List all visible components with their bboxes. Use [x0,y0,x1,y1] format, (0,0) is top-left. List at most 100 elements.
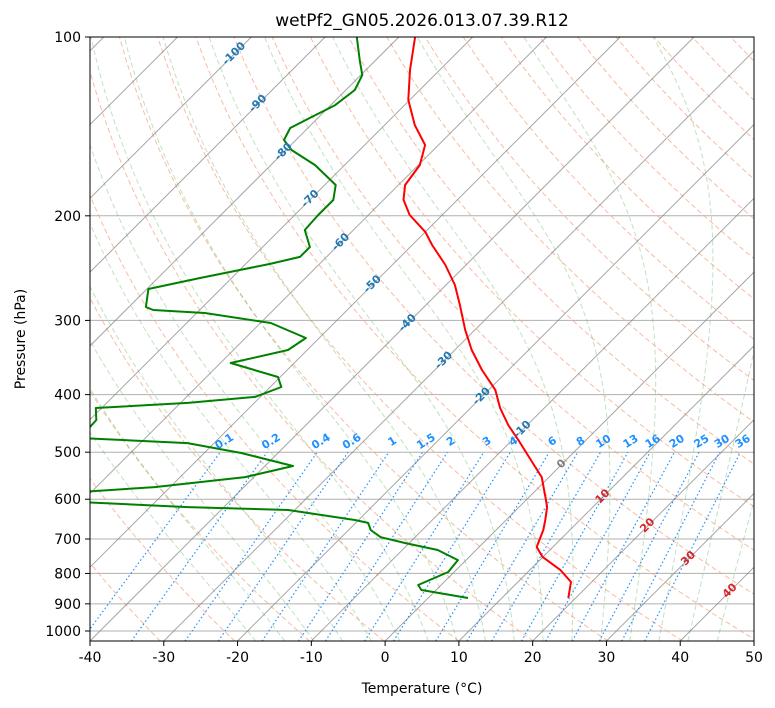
isotherm-line [310,197,754,641]
mixing-ratio-label: 1.5 [414,431,437,452]
isotherm-label: 40 [720,580,740,600]
mixing-ratio-label: 25 [692,432,712,451]
plot-frame [89,36,755,642]
chart-title: wetPf2_GN05.2026.013.07.39.R12 [275,11,569,31]
moist-adiabat-line [123,37,458,641]
x-tick-label: 40 [671,650,689,666]
mixing-ratio-line [217,451,349,641]
isotherm-line [90,37,474,421]
moist-adiabat-line [90,143,401,641]
y-tick-label: 300 [54,313,81,329]
mixing-ratio-line [261,451,390,641]
dry-adiabat-line [90,477,236,641]
y-tick-label: 400 [54,388,81,404]
mixing-ratio-line [298,451,424,641]
mixing-ratio-line [621,451,721,641]
y-tick-label: 1000 [45,624,81,640]
dry-adiabat-line [577,37,754,220]
isotherm-line [90,37,621,568]
mixing-ratio-line [324,451,448,641]
y-tick-label: 600 [54,492,81,508]
moist-adiabat-line [687,348,754,641]
isotherm-line [384,271,754,641]
isotherm-label: 0 [554,456,569,471]
y-tick-label: 700 [54,532,81,548]
isotherm-line [458,345,754,641]
dry-adiabat-line [424,37,754,382]
dry-adiabat-line [691,37,754,101]
isotherm-label: -60 [329,230,352,253]
moist-adiabat-line [90,431,257,641]
isotherm-line [753,640,754,641]
moist-adiabat-line [90,285,344,641]
isotherm-line [90,37,695,641]
dry-adiabat-line [90,297,385,641]
temperature-profile-line [402,37,572,599]
moist-adiabat-line [523,37,657,641]
mixing-ratio-line [392,451,511,641]
mixing-ratio-label: 30 [712,432,732,451]
isotherm-line [90,37,252,200]
mixing-ratio-line [184,451,318,641]
moist-adiabat-line [416,37,611,641]
moist-adiabat-line [162,37,487,641]
mixing-ratio-line [90,451,221,630]
dry-adiabat-line [309,37,754,508]
moist-adiabat-line [716,499,754,641]
isotherm-label: 30 [678,548,698,568]
x-axis: -40 -30 -20 -10 0 10 20 30 40 50 [79,641,763,666]
isotherm-line [605,492,754,641]
isotherm-line [163,50,754,641]
dry-adiabat-line [271,37,754,551]
x-tick-label: 10 [450,650,468,666]
isotherm-label: -90 [246,92,269,115]
x-tick-label: 0 [381,650,390,666]
x-tick-label: -30 [152,650,175,666]
isotherm-line [90,37,547,495]
dry-adiabat-line [653,37,754,141]
isotherm-label: -40 [396,311,419,334]
mixing-ratio-line [435,451,550,641]
y-axis: 100 200 300 400 500 600 700 800 900 1000 [45,30,90,640]
x-tick-label: -10 [300,650,323,666]
mixing-ratio-line [466,451,579,641]
moist-adiabat-line [332,37,574,641]
profiles [90,37,572,599]
y-tick-label: 500 [54,445,81,461]
mixing-ratio-label: 6 [546,434,560,449]
y-tick-label: 200 [54,209,81,225]
mixing-ratio-label: 1 [386,434,399,449]
isotherm-label: -50 [361,272,384,295]
mixing-ratio-line [520,451,629,641]
isotherm-line [237,123,754,641]
isotherm-label: -100 [219,39,248,68]
moist-adiabat-line [90,222,372,641]
x-tick-label: -40 [79,650,102,666]
dry-adiabat-line [157,37,683,641]
dry-adiabat-line [348,37,754,465]
mixing-ratio-label: 16 [643,432,663,451]
isotherm-line [532,418,754,641]
dry-adiabat-line [119,37,609,641]
mixing-ratio-line [364,451,485,641]
isotherm-label: -70 [298,187,321,210]
dry-adiabat-line [90,194,460,641]
dry-adiabat-line [462,37,754,341]
dry-adiabat-line [90,562,161,641]
mixing-ratio-line [130,451,268,641]
dry-adiabat-line [500,37,754,300]
isotherm-label: -20 [470,384,493,407]
moist-adiabat-line [264,37,544,641]
moist-adiabat-line [90,387,286,641]
x-tick-label: 30 [598,650,616,666]
dry-adiabat-line [769,37,775,641]
mixing-ratio-label: 0.4 [309,431,333,453]
mixing-ratio-line [491,451,602,641]
moist-adiabat-line [652,37,714,641]
mixing-ratio-label: 3 [480,434,493,449]
y-axis-label: Pressure (hPa) [13,289,29,389]
mixing-ratio-label: 20 [667,432,687,451]
mixing-ratio-label: 13 [621,432,641,451]
x-axis-label: Temperature (°C) [361,681,483,697]
y-tick-label: 900 [54,597,81,613]
